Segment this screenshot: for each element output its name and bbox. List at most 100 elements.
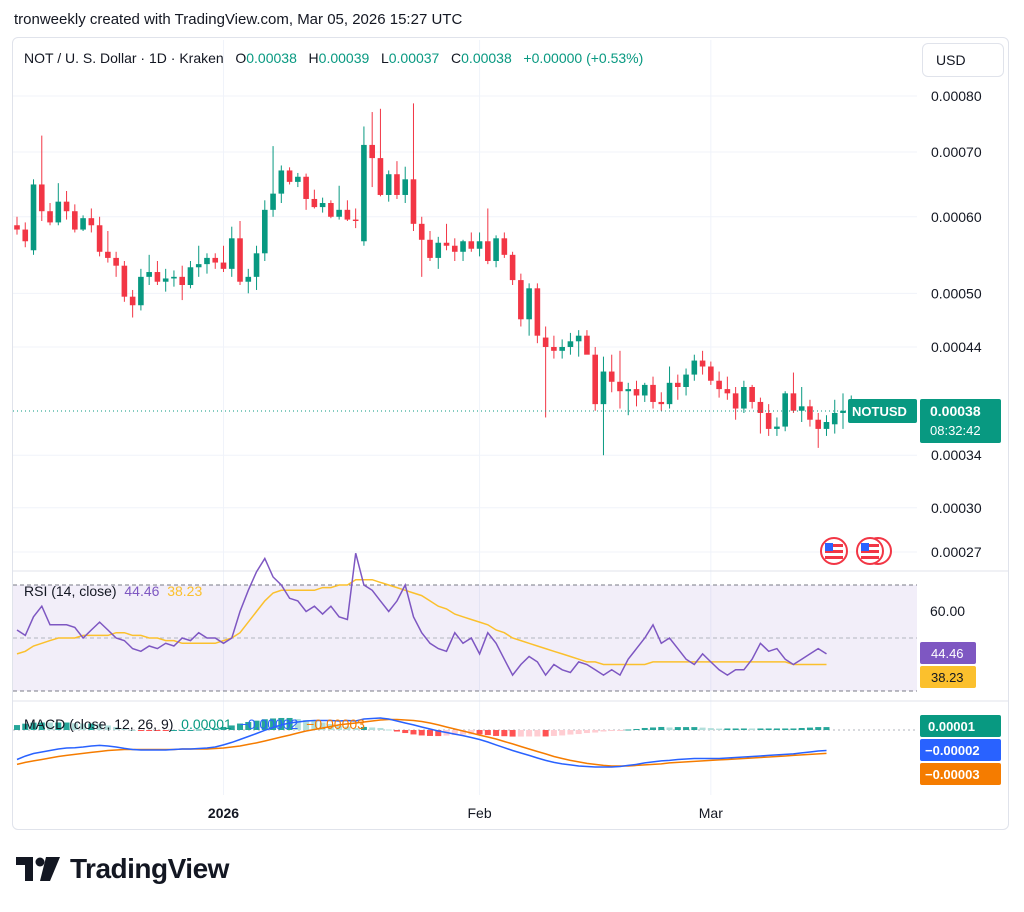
macd-histogram-bar — [707, 728, 714, 730]
candle — [551, 335, 557, 359]
candle — [55, 183, 62, 226]
candle — [749, 384, 755, 409]
candle — [154, 261, 161, 286]
tradingview-logo-text: TradingView — [70, 853, 229, 884]
macd-histogram-bar — [567, 730, 574, 735]
macd-histogram-bar — [228, 725, 235, 730]
macd-histogram-bar — [451, 730, 458, 736]
macd-histogram-bar — [749, 728, 756, 730]
macd-legend: MACD (close, 12, 26, 9) 0.00001 −0.00002… — [24, 716, 365, 732]
macd-histogram-bar — [179, 730, 186, 731]
macd-line-tag: −0.00002 — [925, 743, 980, 758]
candle — [592, 346, 598, 411]
candle — [435, 236, 442, 269]
macd-histogram-bar — [468, 730, 475, 735]
macd-histogram-bar — [460, 730, 467, 735]
close-value: 0.00038 — [461, 50, 512, 66]
macd-legend-macd: −0.00002 — [239, 716, 299, 732]
candle — [344, 200, 351, 221]
candle — [451, 238, 458, 262]
high-label: H — [308, 50, 319, 66]
macd-line — [16, 717, 827, 768]
event-flag-icon[interactable] — [856, 537, 892, 565]
macd-histogram-bar — [724, 728, 731, 730]
candle — [336, 185, 342, 220]
candle — [675, 374, 681, 400]
macd-histogram-bar — [435, 730, 442, 737]
candle — [121, 261, 128, 302]
macd-histogram-bar — [757, 728, 764, 730]
macd-histogram-bar — [278, 717, 285, 730]
candle — [113, 251, 119, 277]
candle — [278, 165, 285, 204]
macd-histogram-bar — [674, 727, 681, 730]
candle — [575, 330, 582, 357]
macd-histogram-bar — [716, 728, 723, 730]
macd-histogram-bar — [699, 727, 706, 730]
candle — [501, 232, 508, 258]
candle — [567, 332, 574, 355]
macd-signal-tag: −0.00003 — [925, 767, 980, 782]
candle — [162, 268, 169, 292]
candle — [658, 392, 665, 411]
macd-histogram-bar — [129, 730, 136, 731]
candle — [443, 223, 450, 251]
macd-histogram-bar — [658, 726, 665, 730]
macd-histogram-bar — [683, 727, 690, 730]
candle — [534, 283, 541, 344]
macd-histogram-bar — [385, 729, 392, 731]
symbol-legend: NOT / U. S. Dollar · 1D · Kraken O0.0003… — [24, 50, 643, 66]
macd-histogram-bar — [823, 727, 830, 730]
candle — [509, 251, 516, 286]
macd-histogram-bar — [542, 730, 549, 737]
macd-histogram-bar — [344, 726, 351, 730]
candle — [286, 167, 293, 185]
candle — [815, 412, 822, 448]
change-value: +0.00000 (+0.53%) — [523, 50, 644, 66]
price-tick-label: 0.00060 — [931, 209, 982, 225]
event-flag-icon[interactable] — [820, 537, 848, 565]
rsi-legend-ma: 38.23 — [167, 583, 203, 599]
candle — [385, 170, 392, 202]
macd-histogram-bar — [806, 727, 813, 730]
candle — [47, 203, 53, 226]
macd-histogram-bar — [336, 726, 343, 730]
candle — [129, 289, 136, 318]
candle — [542, 326, 549, 418]
grid — [13, 40, 917, 795]
close-label: C — [451, 50, 462, 66]
macd-histogram-bar — [121, 728, 128, 730]
candle — [699, 350, 706, 375]
candle — [377, 108, 384, 197]
candle — [319, 197, 326, 213]
rsi-series — [16, 553, 827, 677]
macd-histogram-bar — [319, 722, 326, 730]
macd-histogram-bar — [526, 730, 533, 737]
rsi-legend-title: RSI (14, close) — [24, 583, 117, 599]
macd-histogram-bar — [493, 730, 500, 736]
rsi-value-tag-bg — [920, 642, 976, 664]
macd-histogram-bar — [773, 728, 780, 730]
candle — [402, 166, 409, 204]
candle — [427, 231, 433, 262]
candle — [741, 380, 747, 413]
candle — [683, 368, 689, 396]
currency-button[interactable]: USD — [922, 43, 1004, 77]
tradingview-logo[interactable]: TradingView — [16, 853, 229, 885]
macd-histogram-bar — [63, 722, 70, 730]
macd-histogram-bar — [104, 725, 111, 730]
candle — [352, 208, 359, 229]
macd-histogram-bar — [96, 723, 103, 730]
candle — [270, 146, 276, 217]
macd-histogram-bar — [740, 728, 747, 730]
macd-legend-title: MACD (close, 12, 26, 9) — [24, 716, 174, 732]
candle — [518, 273, 524, 327]
rsi-value-tag: 44.46 — [931, 646, 964, 661]
candle — [765, 404, 772, 436]
macd-line-tag-bg — [920, 739, 1001, 761]
candle — [807, 399, 813, 427]
macd-histogram-bar — [410, 730, 417, 735]
candle — [625, 382, 632, 416]
candle — [633, 380, 640, 407]
